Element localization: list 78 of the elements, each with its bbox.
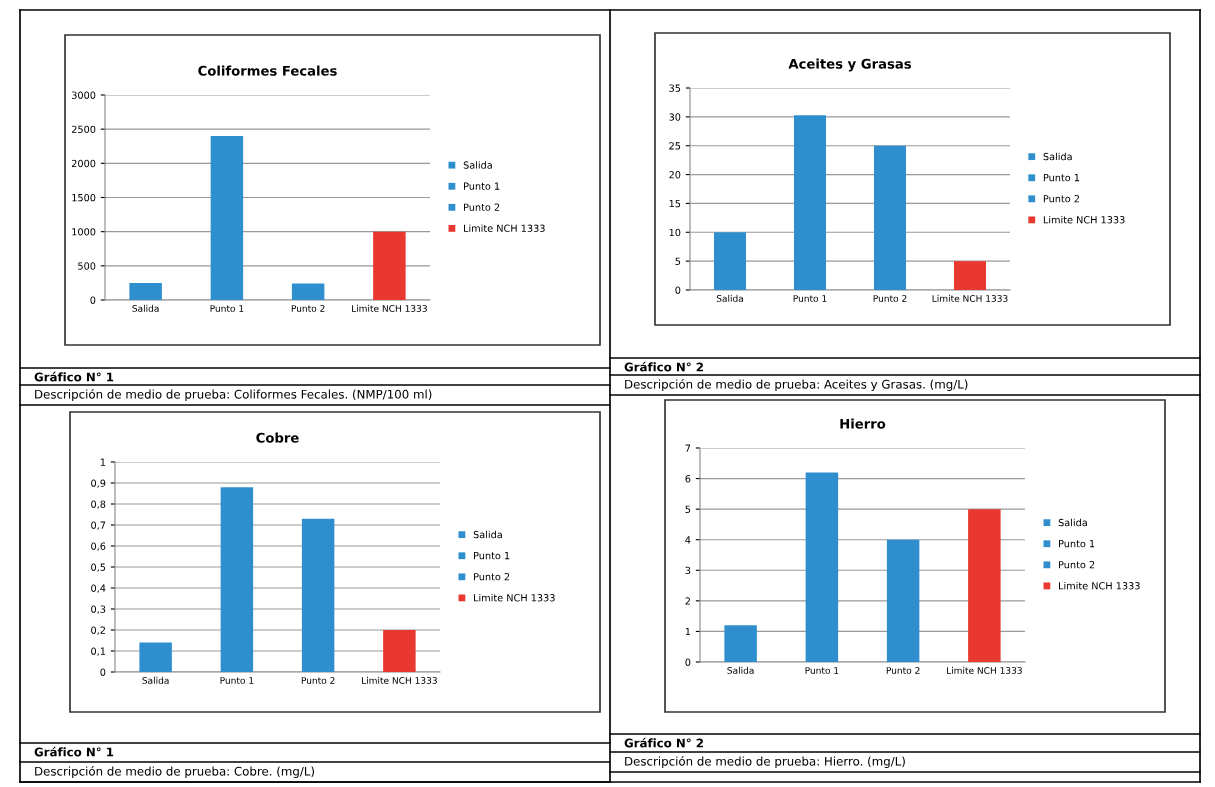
x-tick-label: Punto 2 [886, 667, 920, 674]
y-tick-label: 0,9 [91, 479, 106, 488]
y-tick-label: 0 [90, 296, 96, 304]
y-tick-label: 4 [685, 536, 691, 544]
x-tick-label: Punto 1 [220, 677, 254, 684]
x-tick-label: Salida [132, 304, 159, 312]
y-tick-label: 0 [100, 668, 106, 676]
y-tick-label: 0,5 [91, 563, 106, 572]
legend-label: Salida [463, 161, 492, 169]
legend-label: Punto 2 [464, 203, 500, 211]
x-tick-label: Salida [727, 666, 754, 674]
x-tick-label: Limite NCH 1333 [947, 666, 1022, 674]
x-tick-label: Punto 1 [210, 305, 244, 312]
x-tick-label: Salida [142, 676, 169, 684]
y-tick-label: 7 [685, 444, 691, 452]
text: Gráfico N° 2 [624, 361, 703, 372]
text: Descripción de medio de prueba: Hierro. (mg/L) [625, 756, 905, 768]
y-tick-label: 1 [685, 628, 691, 636]
y-tick-label: 15 [669, 200, 681, 208]
y-tick-label: 0,1 [91, 647, 106, 656]
y-tick-label: 25 [669, 142, 681, 150]
y-tick-label: 0,6 [91, 542, 106, 551]
x-tick-label: Punto 2 [301, 677, 335, 684]
x-tick-label: Punto 2 [873, 295, 907, 302]
y-tick-label: 0,4 [91, 584, 106, 593]
y-tick-label: 0 [675, 286, 681, 294]
y-tick-label: 3000 [71, 91, 96, 99]
x-tick-label: Salida [716, 294, 743, 302]
x-tick-label: Punto 1 [805, 667, 839, 674]
chart-title: Hierro [840, 418, 886, 429]
y-tick-label: 5 [675, 257, 681, 265]
y-tick-label: 5 [685, 505, 691, 513]
x-tick-label: Limite NCH 1333 [932, 294, 1008, 302]
x-tick-label: Limite NCH 1333 [362, 676, 437, 684]
chart-title: Aceites y Grasas [788, 58, 911, 72]
y-tick-label: 500 [78, 262, 96, 270]
text: Gráfico N° 2 [624, 737, 703, 748]
legend-label: Punto 1 [464, 182, 500, 190]
y-tick-label: 0,7 [91, 521, 106, 530]
y-tick-label: 0,8 [91, 500, 106, 509]
legend-label: Punto 2 [1043, 195, 1080, 203]
text: Descripción de medio de prueba: Coliformes Fecales. (NMP/100 ml) [35, 389, 432, 401]
x-tick-label: Punto 1 [793, 295, 827, 302]
legend-label: Punto 1 [1059, 540, 1095, 548]
y-tick-label: 20 [669, 171, 681, 179]
y-tick-label: 1000 [72, 228, 96, 236]
y-tick-label: 2 [685, 597, 690, 605]
text: Descripción de medio de prueba: Aceites y Grasas. (mg/L) [625, 379, 968, 391]
legend-label: Salida [1058, 518, 1087, 527]
legend-label: Salida [473, 530, 502, 539]
legend-label: Limite NCH 1333 [464, 224, 545, 232]
y-tick-label: 1 [100, 458, 106, 466]
legend-label: Limite NCH 1333 [1043, 215, 1125, 224]
y-tick-label: 0,2 [91, 626, 105, 635]
chart-title: Cobre [256, 432, 299, 443]
y-tick-label: 2500 [71, 125, 96, 133]
y-tick-label: 30 [669, 113, 681, 121]
text: Descripción de medio de prueba: Cobre. (mg/L) [35, 766, 314, 778]
y-tick-label: 0,3 [91, 605, 106, 614]
legend-label: Punto 2 [474, 573, 510, 581]
y-tick-label: 3 [685, 566, 691, 575]
y-tick-label: 2000 [71, 159, 96, 168]
text: Gráfico N° 1 [34, 371, 114, 382]
legend-label: Limite NCH 1333 [474, 593, 555, 602]
legend-label: Punto 1 [1043, 174, 1080, 182]
legend-label: Punto 1 [474, 552, 510, 560]
x-tick-label: Punto 2 [291, 305, 325, 312]
y-tick-label: 6 [685, 475, 691, 483]
y-tick-label: 10 [669, 228, 681, 237]
y-tick-label: 1500 [72, 193, 96, 202]
x-tick-label: Limite NCH 1333 [352, 304, 427, 312]
legend-label: Salida [1043, 152, 1072, 161]
y-tick-label: 0 [685, 658, 691, 666]
text: Gráfico N° 1 [34, 746, 114, 757]
legend-label: Punto 2 [1059, 561, 1095, 569]
chart-title: Coliformes Fecales [198, 65, 337, 76]
legend-label: Limite NCH 1333 [1059, 581, 1140, 590]
y-tick-label: 35 [669, 84, 681, 92]
